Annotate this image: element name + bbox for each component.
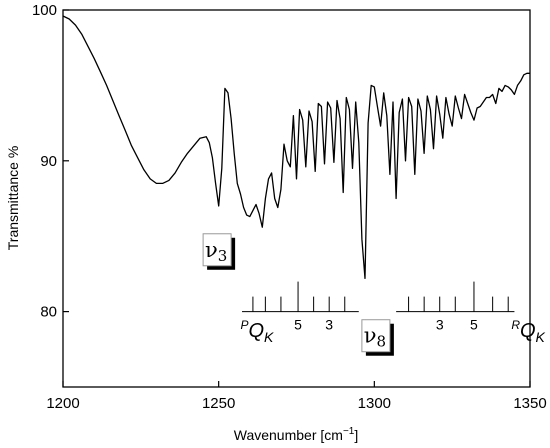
- branch-number: 5: [294, 317, 302, 333]
- band-box: [361, 319, 391, 353]
- branch-label-letter: Q: [520, 320, 536, 342]
- branch-number: 5: [470, 317, 478, 333]
- axis-ticks: 1200 1250 1300 1350 80 90 100: [32, 2, 547, 412]
- x-axis-label: Wavenumber [cm−1]: [234, 426, 358, 443]
- branch-label-prefix: R: [511, 318, 520, 332]
- x-tick-label: 1200: [46, 395, 79, 412]
- branch-label: PQK: [240, 318, 274, 345]
- band-label: ν3: [205, 238, 227, 265]
- band-label-nu: ν: [205, 238, 218, 262]
- band-box: [202, 233, 232, 267]
- branch-label-sub: K: [264, 329, 274, 345]
- branch-label: RQK: [511, 318, 545, 345]
- branch-label-sub: K: [536, 329, 546, 345]
- y-tick-label: 80: [40, 304, 57, 321]
- x-axis-label-main: Wavenumber [cm: [234, 427, 343, 443]
- x-axis-label-sup: −1: [343, 426, 355, 437]
- x-tick-label: 1350: [513, 395, 546, 412]
- band-label: ν8: [364, 324, 386, 351]
- branch-number: 3: [436, 317, 444, 333]
- x-tick-label: 1300: [358, 395, 391, 412]
- band-label-nu: ν: [364, 324, 377, 348]
- branch-label-prefix: P: [240, 318, 248, 332]
- band-label-sub: 3: [218, 247, 228, 265]
- branch-label-letter: Q: [248, 320, 264, 342]
- y-axis-label: Transmittance %: [5, 146, 21, 251]
- band-label-sub: 8: [377, 333, 387, 351]
- x-tick-label: 1250: [202, 395, 235, 412]
- x-axis-label-close: ]: [354, 427, 358, 443]
- y-tick-label: 100: [32, 2, 57, 19]
- transmittance-series-line: [62, 15, 530, 280]
- y-tick-label: 90: [40, 153, 57, 170]
- branch-number: 3: [325, 317, 333, 333]
- plot-frame: [62, 9, 531, 388]
